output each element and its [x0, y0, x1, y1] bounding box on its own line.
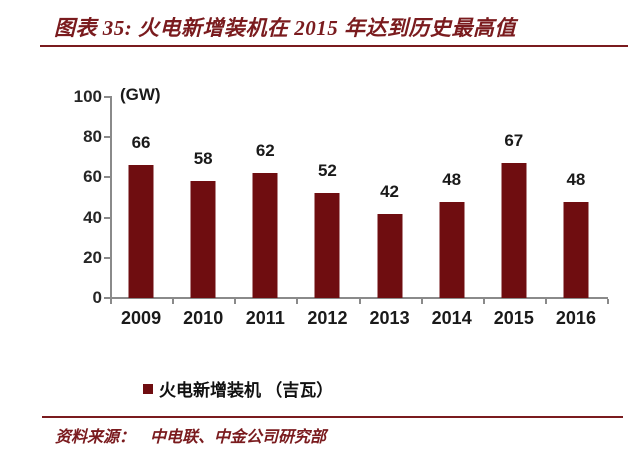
bar-2012 — [314, 193, 340, 298]
x-axis-label-2015: 2015 — [493, 308, 534, 328]
y-axis-tick-label: 40 — [83, 207, 102, 227]
x-axis-tick — [420, 299, 423, 304]
y-axis-tick — [104, 176, 110, 179]
bar-cell-2013: 42 — [359, 97, 421, 298]
chart-title: 图表 35: 火电新增装机在 2015 年达到历史最高值 — [54, 16, 516, 40]
title-underline — [40, 45, 628, 47]
y-axis-tick — [104, 96, 110, 98]
y-axis-tick-label: 20 — [83, 247, 102, 267]
bar-value-label: 58 — [193, 149, 213, 168]
source-line: 资料来源： 中电联、中金公司研究部 — [55, 423, 326, 447]
y-axis-line — [110, 96, 112, 299]
source-text: 中电联、中金公司研究部 — [150, 429, 327, 446]
footer-rule — [42, 416, 623, 418]
x-axis-label-2016: 2016 — [555, 308, 596, 328]
bar-cell-2012: 52 — [296, 97, 358, 298]
y-axis-tick-label: 0 — [92, 288, 102, 307]
bar-2009 — [128, 165, 154, 298]
bar-value-label: 48 — [566, 170, 586, 189]
bar-cell-2014: 48 — [421, 97, 483, 298]
bar-cell-2009: 66 — [110, 97, 172, 298]
bar-value-label: 52 — [317, 161, 337, 180]
bar-2011 — [252, 173, 278, 298]
chart-legend: 火电新增装机 （吉瓦） — [143, 376, 333, 401]
bar-cell-2015: 67 — [483, 97, 545, 298]
x-axis-tick — [296, 299, 299, 304]
x-axis-label-2012: 2012 — [307, 308, 348, 328]
bar-series: 66 58 62 52 42 48 67 48 — [110, 97, 607, 298]
x-axis-tick — [607, 299, 609, 304]
bar-2016 — [563, 202, 589, 298]
source-label: 资料来源： — [55, 429, 136, 446]
bar-2015 — [501, 163, 527, 298]
x-axis-line — [110, 297, 608, 299]
bar-cell-2010: 58 — [172, 97, 234, 298]
x-axis-label-2011: 2011 — [245, 308, 285, 328]
y-axis-tick-label: 100 — [73, 87, 102, 106]
y-axis-tick — [104, 256, 110, 259]
bar-value-label: 48 — [442, 170, 462, 189]
bar-2010 — [190, 181, 216, 298]
bar-value-label: 67 — [504, 131, 524, 150]
bar-2014 — [439, 202, 465, 298]
bar-cell-2011: 62 — [234, 97, 296, 298]
legend-label: 火电新增装机 （吉瓦） — [159, 381, 334, 400]
bar-2013 — [377, 214, 403, 298]
y-axis-unit-label: (GW) — [120, 85, 161, 104]
x-axis-labels: 2009 2010 2011 2012 2013 2014 2015 2016 — [110, 308, 607, 329]
y-axis-tick — [104, 216, 110, 219]
x-axis-label-2009: 2009 — [121, 308, 162, 328]
y-axis-tick-label: 80 — [83, 127, 102, 147]
y-axis-tick-label: 60 — [83, 167, 102, 187]
y-axis-tick — [104, 136, 110, 139]
x-axis-tick — [110, 299, 112, 304]
y-axis-tick — [104, 297, 110, 299]
x-axis-tick — [358, 299, 361, 304]
legend-swatch-icon — [143, 383, 153, 394]
bar-value-label: 66 — [131, 133, 151, 152]
x-axis-tick — [482, 299, 485, 304]
x-axis-tick — [234, 299, 237, 304]
bar-value-label: 42 — [380, 182, 400, 201]
x-axis-label-2013: 2013 — [369, 308, 410, 328]
bar-cell-2016: 48 — [545, 97, 607, 298]
x-axis-label-2014: 2014 — [431, 308, 472, 328]
bar-value-label: 62 — [255, 141, 275, 160]
x-axis-label-2010: 2010 — [183, 308, 224, 328]
x-axis-tick — [172, 299, 175, 304]
x-axis-tick — [544, 299, 547, 304]
